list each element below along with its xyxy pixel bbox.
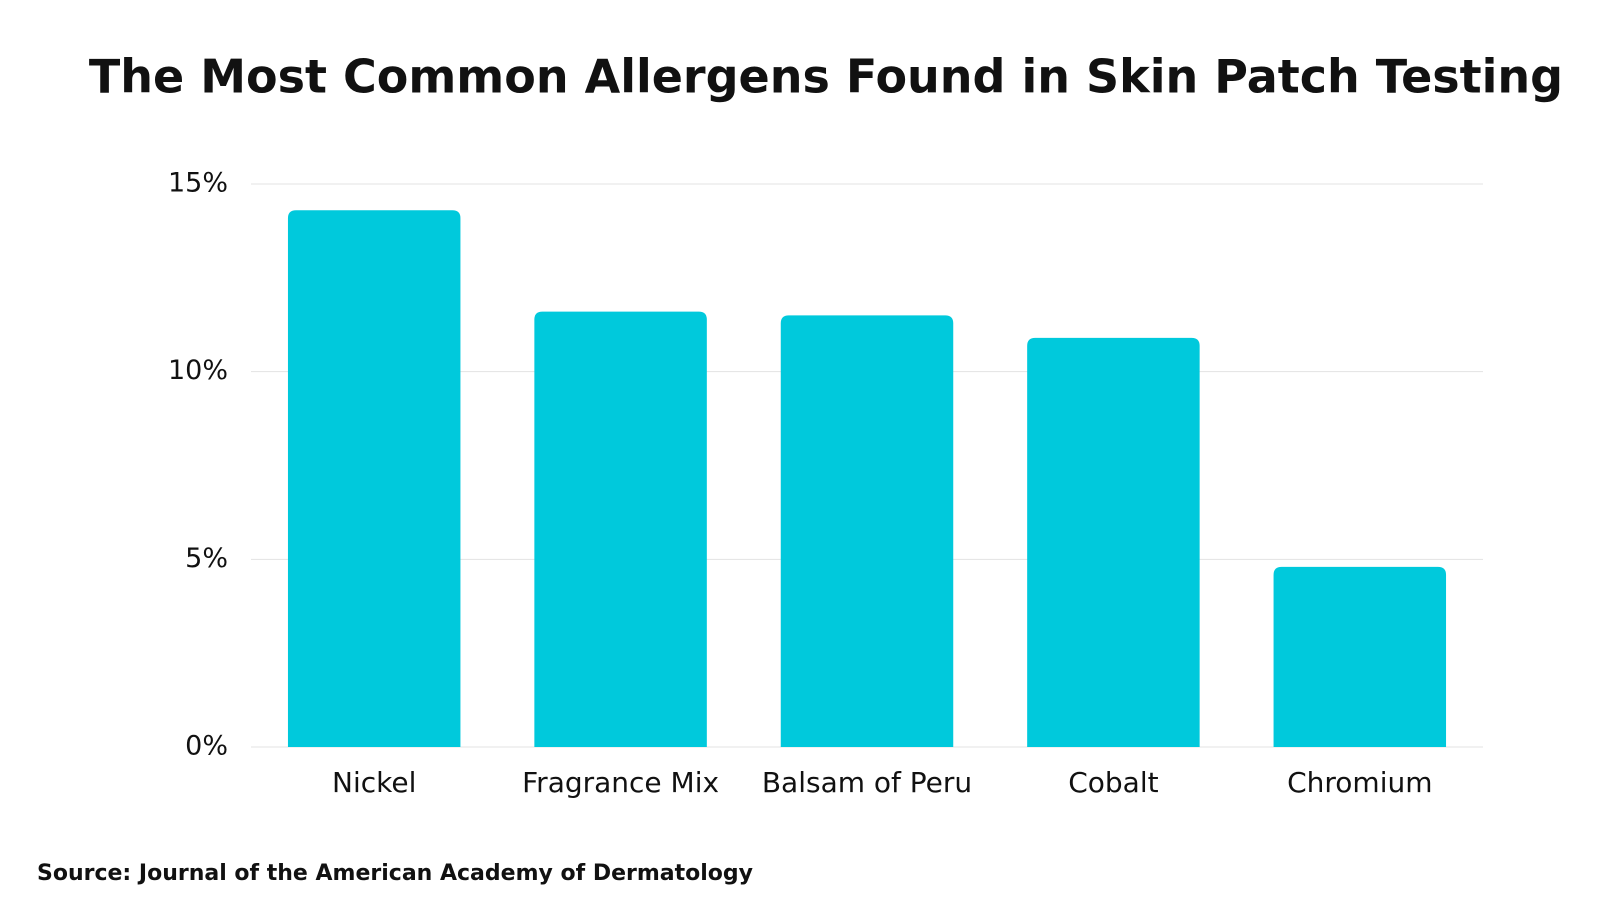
y-tick-label: 10% — [168, 355, 228, 386]
bar — [1027, 337, 1200, 747]
source-note: Source: Journal of the American Academy … — [37, 861, 753, 886]
chart-title: The Most Common Allergens Found in Skin … — [89, 50, 1563, 104]
bar — [534, 311, 707, 747]
x-tick-label: Cobalt — [1068, 766, 1158, 799]
y-tick-label: 5% — [185, 543, 228, 574]
y-tick-label: 0% — [185, 731, 228, 762]
x-tick-label: Fragrance Mix — [522, 766, 719, 799]
bar — [1273, 566, 1447, 747]
x-tick-label: Balsam of Peru — [762, 766, 972, 799]
bar — [287, 210, 461, 748]
x-tick-label: Chromium — [1287, 766, 1432, 799]
x-tick-label: Nickel — [332, 766, 416, 799]
bar — [780, 315, 954, 747]
y-tick-label: 15% — [168, 168, 228, 199]
